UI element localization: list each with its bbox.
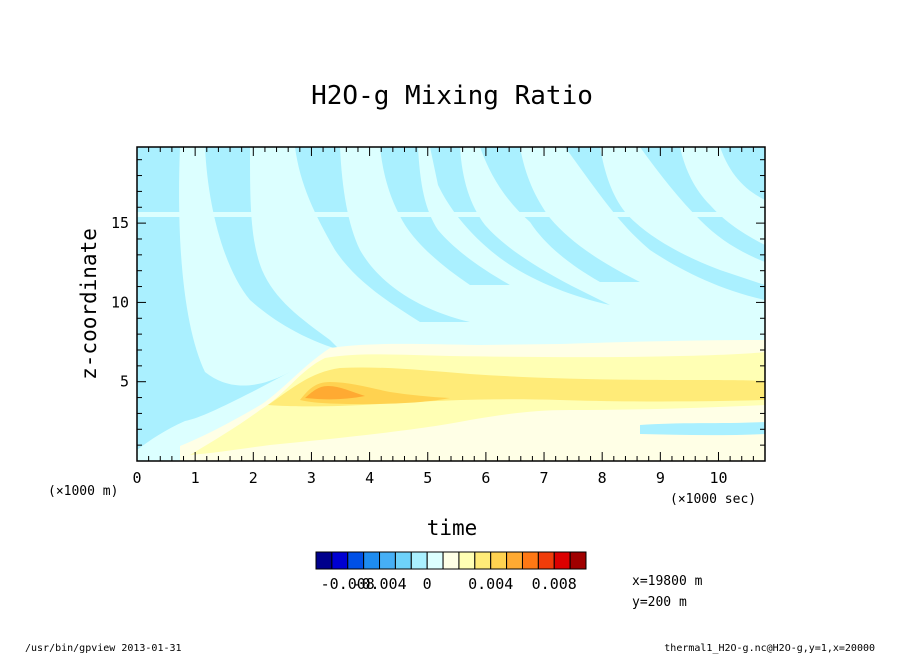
contour-fill-cyan-patch — [640, 422, 765, 436]
colorbar-swatch — [458, 551, 476, 570]
colorbar-swatch — [537, 551, 555, 570]
colorbar-swatch — [553, 551, 571, 570]
colorbar-swatch — [474, 551, 492, 570]
footer-left: /usr/bin/gpview 2013-01-31 — [25, 643, 182, 654]
x-axis-label: time — [427, 516, 478, 540]
annotation-y: y=200 m — [632, 595, 687, 610]
tick-marks — [136, 147, 766, 462]
colorbar-tick-label: 0.004 — [468, 575, 513, 593]
contour-fill-cyan-stripe — [295, 147, 470, 322]
y-tick-label: 15 — [111, 214, 129, 232]
colorbar-swatch — [521, 551, 539, 570]
colorbar: -0.008-0.004 0 0.004 0.008 — [315, 551, 587, 593]
x-tick-label: 4 — [365, 469, 374, 487]
contour-fill-cyan-left — [137, 147, 290, 450]
contour-fill-band — [137, 212, 765, 217]
colorbar-swatch — [331, 551, 349, 570]
colorbar-swatch — [490, 551, 508, 570]
x-tick-label: 10 — [709, 469, 727, 487]
chart-title: H2O-g Mixing Ratio — [311, 81, 593, 111]
colorbar-swatch — [426, 551, 444, 570]
contour-fill-cyan-stripe — [205, 147, 340, 350]
y-tick-labels: 5 10 15 — [111, 214, 129, 391]
colorbar-swatch — [315, 551, 333, 570]
x-tick-labels: 0 1 2 3 4 5 6 7 8 9 10 — [132, 469, 727, 487]
colorbar-swatch — [442, 551, 460, 570]
colorbar-swatch — [506, 551, 523, 570]
colorbar-swatch — [379, 551, 396, 570]
y-tick-label: 10 — [111, 293, 129, 311]
contour-fill-cyan-stripe — [480, 147, 640, 282]
contour-field — [137, 147, 765, 461]
colorbar-tick-label: -0.008 — [321, 575, 375, 593]
x-tick-label: 5 — [423, 469, 432, 487]
footer-right: thermal1_H2O-g.nc@H2O-g,y=1,x=20000 — [664, 643, 875, 654]
y-unit-label: (×1000 m) — [48, 484, 118, 499]
x-tick-label: 3 — [307, 469, 316, 487]
contour-fill-cyan-stripe — [565, 147, 765, 300]
x-tick-label: 2 — [249, 469, 258, 487]
plot-area — [136, 146, 766, 462]
contour-fill-peak — [305, 386, 365, 400]
contour-fill-cyan-stripe — [430, 147, 610, 305]
x-tick-label: 9 — [656, 469, 665, 487]
colorbar-tick-label: -0.004 — [352, 575, 406, 593]
x-unit-label: (×1000 sec) — [670, 492, 756, 507]
x-tick-label: 0 — [132, 469, 141, 487]
x-tick-label: 6 — [481, 469, 490, 487]
y-tick-label: 5 — [120, 373, 129, 391]
colorbar-tick-label: 0 — [423, 575, 432, 593]
colorbar-swatch — [347, 551, 365, 570]
contour-fill-cyan-stripe — [640, 147, 765, 262]
annotation-x: x=19800 m — [632, 574, 703, 589]
contour-fill-cyan-stripe — [720, 147, 765, 200]
colorbar-swatch — [363, 551, 381, 570]
contour-fill-cyan-stripe — [380, 147, 510, 285]
colorbar-swatch — [394, 551, 412, 570]
x-tick-label: 7 — [540, 469, 549, 487]
colorbar-tick-label: 0.008 — [532, 575, 577, 593]
x-tick-label: 8 — [598, 469, 607, 487]
y-axis-label: z-coordinate — [77, 228, 101, 380]
colorbar-swatch — [569, 551, 587, 570]
colorbar-swatch — [410, 551, 428, 570]
x-tick-label: 1 — [191, 469, 200, 487]
